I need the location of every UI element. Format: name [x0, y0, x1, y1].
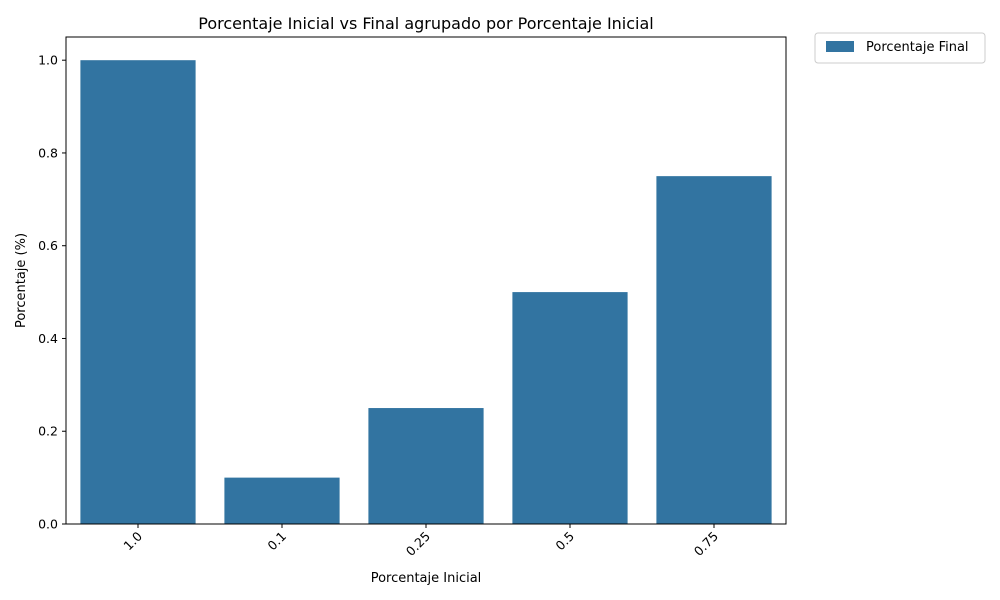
- y-tick-label-4: 0.8: [38, 145, 58, 160]
- bar-2: [368, 408, 484, 524]
- x-tick-label-4: 0.75: [691, 529, 721, 559]
- x-tick-label-2: 0.25: [403, 529, 433, 559]
- bar-3: [512, 292, 628, 524]
- bars-group: [80, 60, 772, 524]
- x-tick-label-0: 1.0: [120, 528, 145, 553]
- y-tick-label-5: 1.0: [38, 53, 58, 68]
- chart-title: Porcentaje Inicial vs Final agrupado por…: [198, 14, 653, 33]
- x-axis-label: Porcentaje Inicial: [371, 571, 482, 586]
- y-axis-label: Porcentaje (%): [14, 233, 29, 328]
- y-tick-label-3: 0.6: [38, 238, 58, 253]
- x-tick-label-1: 0.1: [264, 529, 289, 554]
- bar-1: [224, 477, 340, 524]
- y-tick-label-1: 0.2: [38, 424, 58, 439]
- x-tick-label-3: 0.5: [552, 529, 577, 554]
- legend-swatch: [826, 41, 854, 52]
- legend-label: Porcentaje Final: [866, 40, 969, 55]
- y-tick-label-2: 0.4: [38, 331, 58, 346]
- y-axis: 0.0 0.2 0.4 0.6 0.8 1.0: [38, 53, 66, 532]
- bar-0: [80, 60, 196, 524]
- legend: Porcentaje Final: [814, 32, 986, 64]
- bar-4: [656, 176, 772, 524]
- legend-frame: [814, 32, 986, 64]
- x-axis: 1.0 0.1 0.25 0.5 0.75: [120, 524, 721, 559]
- y-tick-label-0: 0.0: [38, 517, 58, 532]
